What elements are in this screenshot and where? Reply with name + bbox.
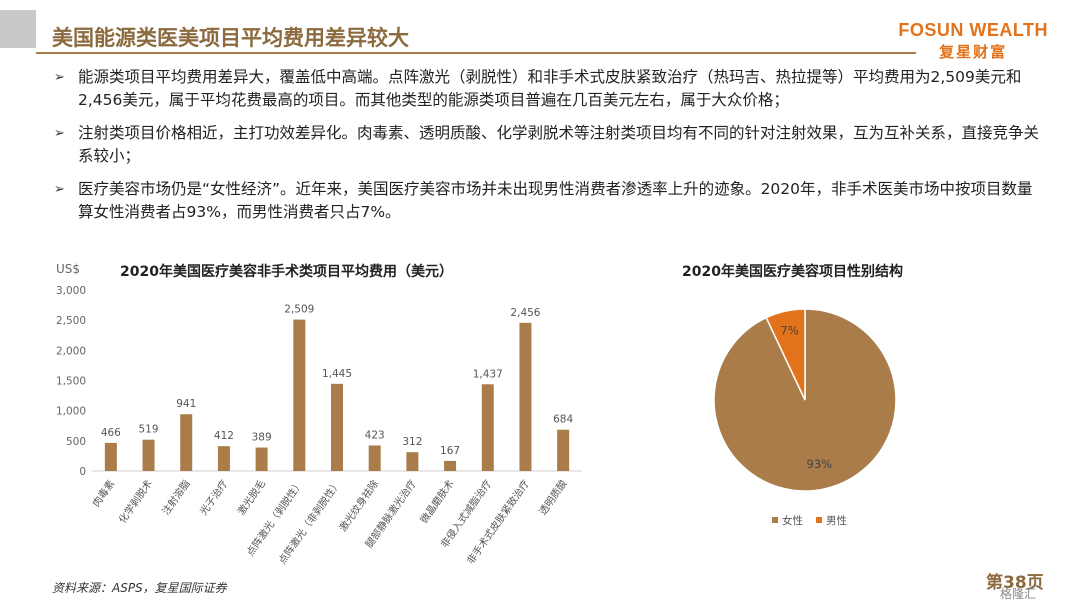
bar <box>217 446 230 471</box>
logo-zh: 复星财富 <box>939 43 1008 61</box>
bullet-text: 注射类项目价格相近，主打功效差异化。肉毒素、透明质酸、化学剥脱术等注射类项目均有… <box>78 124 1040 165</box>
bar-value-label: 2,456 <box>510 307 540 319</box>
bar <box>180 414 193 471</box>
y-tick-label: 2,500 <box>56 315 86 327</box>
fosun-wealth-logo: FOSUN WEALTH 复星财富 <box>898 20 1048 62</box>
bar <box>104 442 117 471</box>
bar <box>255 447 268 471</box>
pie-slice <box>765 308 806 401</box>
bar-value-label: 2,509 <box>284 304 314 316</box>
x-tick-label: 透明质酸 <box>536 477 570 517</box>
bar <box>331 383 343 471</box>
x-tick-label: 激光脱毛 <box>234 477 268 517</box>
page-title: 美国能源类医美项目平均费用差异较大 <box>52 26 409 50</box>
pie-chart: 93% 7% 女性 男性 <box>713 308 897 527</box>
bullet-item: ➢ 注射类项目价格相近，主打功效差异化。肉毒素、透明质酸、化学剥脱术等注射类项目… <box>52 122 1042 168</box>
arrow-bullet-icon: ➢ <box>54 126 65 141</box>
bar <box>557 429 570 471</box>
bullet-item: ➢ 医疗美容市场仍是“女性经济”。近年来，美国医疗美容市场并未出现男性消费者渗透… <box>52 178 1042 224</box>
y-tick-label: 500 <box>66 436 86 448</box>
y-tick-label: 1,000 <box>56 406 86 418</box>
watermark: 格隆汇 <box>1000 587 1037 601</box>
y-tick-label: 1,500 <box>56 376 86 388</box>
bar <box>293 319 306 471</box>
legend-swatch <box>772 517 778 523</box>
bar-value-label: 684 <box>553 414 573 426</box>
bar-value-label: 167 <box>440 445 460 457</box>
arrow-bullet-icon: ➢ <box>54 182 65 197</box>
bar-value-label: 423 <box>365 429 385 441</box>
bullet-text: 医疗美容市场仍是“女性经济”。近年来，美国医疗美容市场并未出现男性消费者渗透率上… <box>78 180 1033 221</box>
bar <box>142 439 155 471</box>
bar-value-label: 412 <box>214 430 234 442</box>
bar-chart-title: 2020年美国医疗美容非手术类项目平均费用（美元） <box>120 264 453 280</box>
bar <box>481 384 494 471</box>
logo-en: FOSUN WEALTH <box>898 20 1048 40</box>
legend-swatch <box>816 517 822 523</box>
arrow-bullet-icon: ➢ <box>54 70 65 85</box>
bar-chart: 0 500 1,000 1,500 2,000 2,500 3,000 466 肉毒素 519 化学… <box>56 285 582 567</box>
bar-value-label: 1,437 <box>473 368 503 380</box>
x-tick-label: 激光纹身祛除 <box>336 477 381 534</box>
y-axis-unit: US$ <box>56 262 81 276</box>
y-tick-label: 2,000 <box>56 345 86 357</box>
y-tick-label: 0 <box>79 466 86 478</box>
page-number: 第38页 <box>986 573 1044 593</box>
bar <box>519 322 532 471</box>
bar <box>368 445 381 471</box>
bar <box>406 452 419 471</box>
x-tick-label: 化学剥脱术 <box>116 477 155 525</box>
bar <box>444 460 457 471</box>
legend-label: 男性 <box>826 514 847 527</box>
legend-label: 女性 <box>782 514 803 527</box>
bar-value-label: 466 <box>101 427 121 439</box>
y-tick-label: 3,000 <box>56 285 86 297</box>
bullet-text: 能源类项目平均费用差异大，覆盖低中高端。点阵激光（剥脱性）和非手术式皮肤紧致治疗… <box>78 68 1022 109</box>
x-tick-label: 非手术式皮肤紧致治疗 <box>464 477 532 566</box>
pie-slice-label: 7% <box>780 324 798 338</box>
bar-value-label: 941 <box>176 398 196 410</box>
x-tick-label: 光子治疗 <box>197 477 231 517</box>
title-accent <box>0 10 36 48</box>
pie-slice-label: 93% <box>807 457 833 471</box>
bar-value-label: 312 <box>402 436 422 448</box>
x-tick-label: 肉毒素 <box>89 477 117 509</box>
bar-value-label: 389 <box>252 432 272 444</box>
title-bar: 美国能源类医美项目平均费用差异较大 <box>0 0 1080 54</box>
bar-value-label: 1,445 <box>322 368 352 380</box>
x-tick-label: 注射溶脂 <box>159 477 193 517</box>
bullet-item: ➢ 能源类项目平均费用差异大，覆盖低中高端。点阵激光（剥脱性）和非手术式皮肤紧致… <box>52 66 1042 112</box>
source-note: 资料来源：ASPS，复星国际证券 <box>52 581 227 595</box>
title-underline <box>36 52 916 54</box>
bar-value-label: 519 <box>139 424 159 436</box>
bullet-list: ➢ 能源类项目平均费用差异大，覆盖低中高端。点阵激光（剥脱性）和非手术式皮肤紧致… <box>52 66 1042 234</box>
pie-chart-title: 2020年美国医疗美容项目性别结构 <box>682 264 903 280</box>
x-tick-label: 点阵激光（非剥脱性） <box>275 477 343 566</box>
x-tick-label: 微晶磨肤术 <box>417 477 456 525</box>
